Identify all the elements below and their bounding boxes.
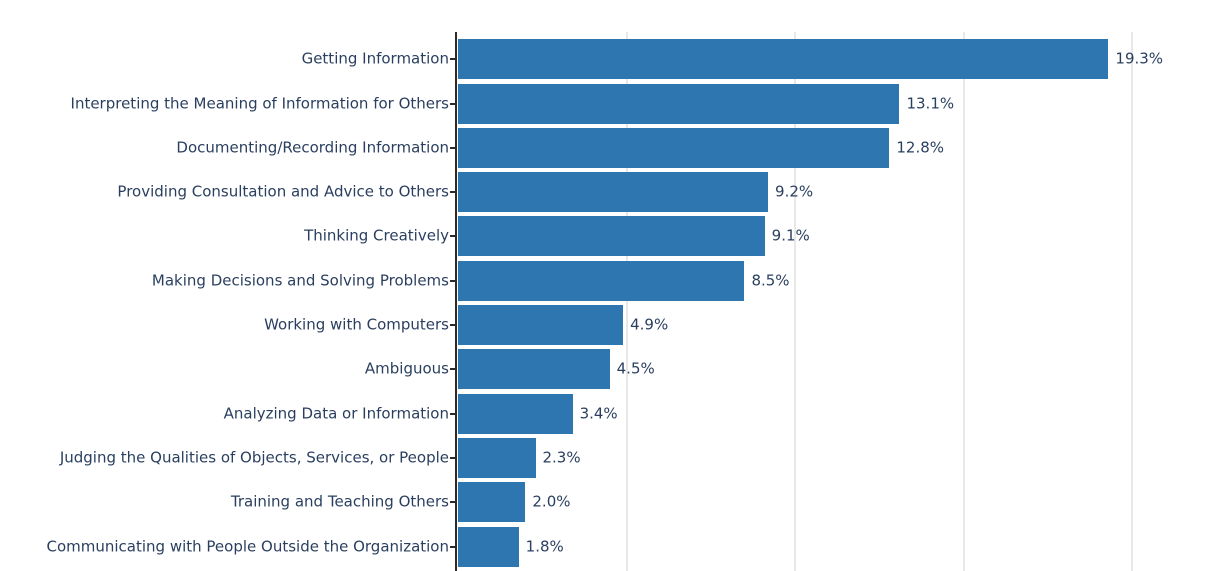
category-label: Interpreting the Meaning of Information …: [70, 94, 449, 113]
bar-row: Communicating with People Outside the Or…: [0, 524, 1214, 568]
bar-row: Thinking Creatively 9.1%: [0, 214, 1214, 258]
bar-row: Providing Consultation and Advice to Oth…: [0, 170, 1214, 214]
bar: [458, 437, 536, 478]
category-label: Analyzing Data or Information: [223, 404, 449, 423]
category-label: Providing Consultation and Advice to Oth…: [117, 182, 449, 201]
y-axis-tick: [450, 545, 456, 548]
bar-row: Working with Computers 4.9%: [0, 303, 1214, 347]
bar: [458, 393, 573, 434]
y-axis-tick: [450, 279, 456, 282]
y-axis-tick: [450, 412, 456, 415]
bar-row: Documenting/Recording Information 12.8%: [0, 126, 1214, 170]
y-axis-tick: [450, 324, 456, 327]
category-label: Communicating with People Outside the Or…: [46, 537, 449, 556]
bar: [458, 127, 890, 168]
bar: [458, 172, 769, 213]
bar-row: Analyzing Data or Information 3.4%: [0, 392, 1214, 436]
value-label: 1.8%: [525, 537, 564, 556]
gridline-5pct: [625, 32, 628, 571]
y-axis-tick: [450, 58, 456, 61]
category-label: Working with Computers: [264, 315, 449, 334]
bar-row: Training and Teaching Others 2.0%: [0, 480, 1214, 524]
bar: [458, 349, 610, 390]
bar: [458, 39, 1109, 80]
value-label: 12.8%: [896, 138, 945, 157]
category-label: Thinking Creatively: [304, 226, 449, 245]
gridline-10pct: [794, 32, 796, 571]
value-label: 2.0%: [532, 492, 571, 511]
value-label: 4.9%: [630, 315, 669, 334]
bar-row: Interpreting the Meaning of Information …: [0, 81, 1214, 125]
value-label: 8.5%: [751, 271, 790, 290]
category-label: Getting Information: [301, 49, 449, 68]
y-axis-tick: [450, 501, 456, 504]
y-axis-tick: [450, 368, 456, 371]
value-label: 2.3%: [542, 448, 581, 467]
bar: [458, 83, 900, 124]
bar-row: Judging the Qualities of Objects, Servic…: [0, 436, 1214, 480]
bar: [458, 216, 765, 257]
value-label: 3.4%: [579, 404, 618, 423]
y-axis-tick: [450, 456, 456, 459]
bar: [458, 260, 745, 301]
y-axis-tick: [450, 235, 456, 238]
y-axis-tick: [450, 146, 456, 149]
value-label: 9.1%: [771, 226, 810, 245]
gridline-20pct: [1131, 32, 1133, 571]
value-label: 19.3%: [1115, 49, 1164, 68]
bar: [458, 482, 526, 523]
category-label: Documenting/Recording Information: [176, 138, 449, 157]
bar: [458, 526, 519, 567]
bar-row: Making Decisions and Solving Problems 8.5…: [0, 259, 1214, 303]
category-label: Judging the Qualities of Objects, Servic…: [59, 448, 449, 467]
category-label: Ambiguous: [364, 359, 449, 378]
y-axis-tick: [450, 191, 456, 194]
value-label: 4.5%: [616, 359, 655, 378]
gridline-15pct: [962, 32, 965, 571]
bar: [458, 305, 624, 346]
y-axis-tick: [450, 102, 456, 105]
bar-row: Getting Information 19.3%: [0, 37, 1214, 81]
bar-row: Ambiguous 4.5%: [0, 347, 1214, 391]
category-label: Making Decisions and Solving Problems: [151, 271, 449, 290]
y-axis-line: [455, 32, 457, 571]
value-label: 13.1%: [906, 94, 955, 113]
value-label: 9.2%: [775, 182, 814, 201]
category-label: Training and Teaching Others: [230, 492, 449, 511]
